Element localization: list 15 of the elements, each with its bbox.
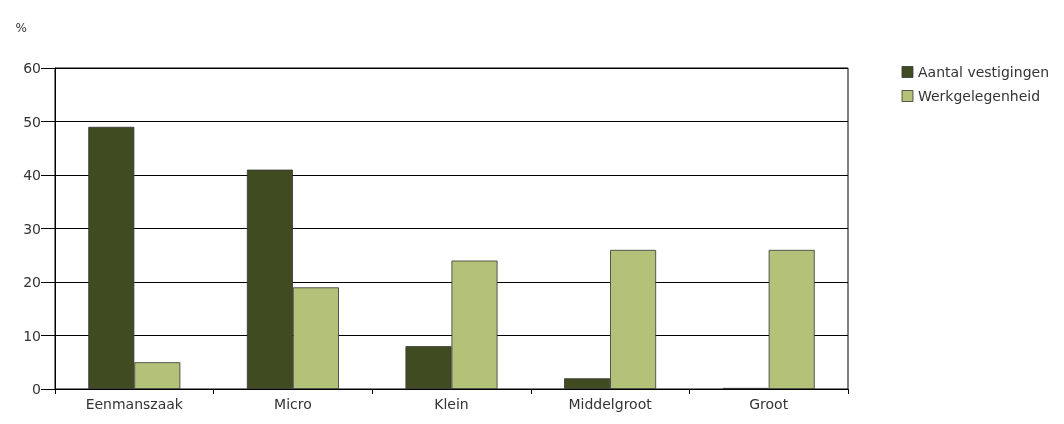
y-axis-title: % [15, 21, 27, 35]
x-tick-label: Micro [274, 396, 312, 412]
x-tick-label: Eenmanszaak [85, 396, 184, 412]
legend-label: Aantal vestigingen [917, 64, 1049, 80]
y-tick-label: 10 [23, 327, 41, 344]
y-tick-label: 60 [23, 60, 41, 76]
y-tick-label: 20 [23, 274, 41, 290]
y-tick-label: 50 [23, 113, 41, 130]
y-tick-label: 0 [32, 381, 41, 397]
x-tick-label: Klein [434, 396, 469, 412]
y-tick-label: 40 [23, 167, 41, 183]
x-tick-label: Middelgroot [568, 396, 653, 412]
y-tick-label: 30 [23, 220, 41, 237]
legend-label: Werkgelegenheid [917, 88, 1041, 104]
x-tick-label: Groot [749, 396, 789, 412]
